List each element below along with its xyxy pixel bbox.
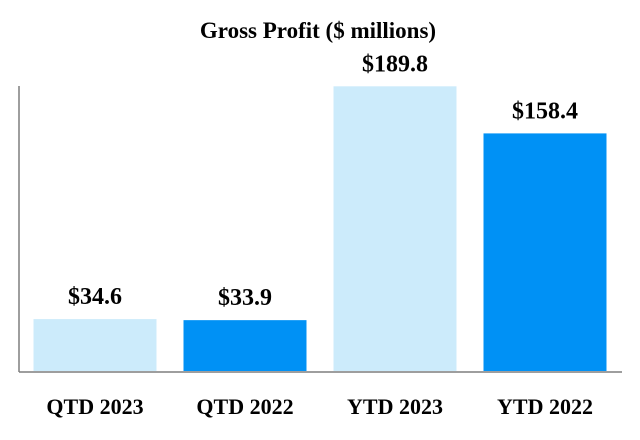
category-label: QTD 2022 (196, 394, 293, 419)
chart-title: Gross Profit ($ millions) (200, 18, 436, 43)
value-label: $34.6 (68, 284, 122, 310)
bar-qtd-2022 (183, 320, 307, 371)
category-label: YTD 2022 (497, 394, 593, 419)
bars-layer (33, 86, 607, 372)
category-label: YTD 2023 (347, 394, 443, 419)
category-labels-layer: QTD 2023 QTD 2022 YTD 2023 YTD 2022 (46, 394, 593, 419)
bar-ytd-2023 (333, 86, 457, 372)
bar-qtd-2023 (33, 319, 157, 371)
value-label: $158.4 (512, 98, 578, 124)
value-label: $189.8 (362, 51, 428, 77)
value-label: $33.9 (218, 285, 272, 311)
bar-ytd-2022 (483, 133, 607, 371)
category-label: QTD 2023 (46, 394, 143, 419)
value-labels-layer: $34.6 $33.9 $189.8 $158.4 (68, 51, 578, 311)
